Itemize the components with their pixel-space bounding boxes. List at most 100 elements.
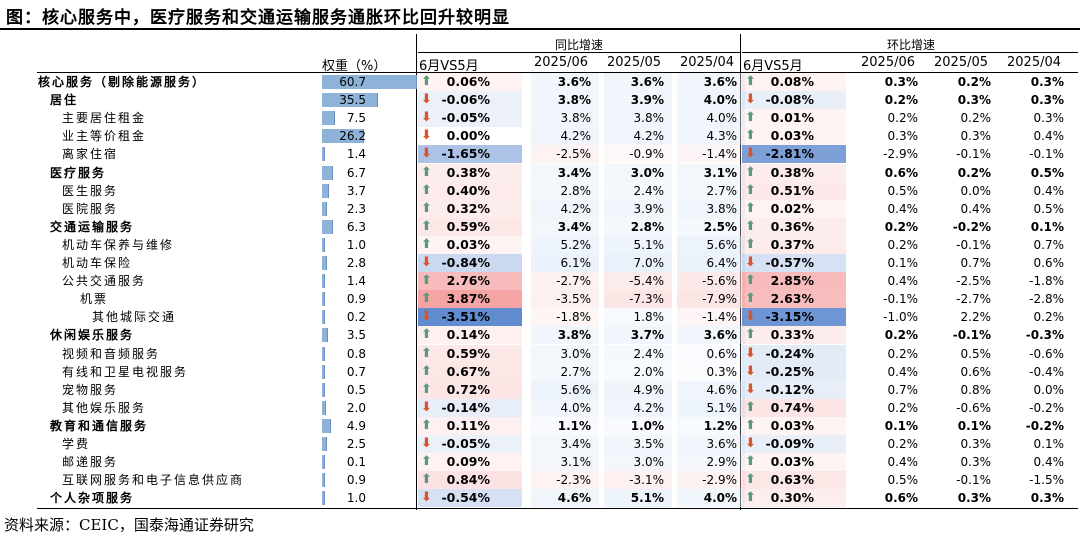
yoy-cell-shade (604, 254, 672, 272)
mom-diff-value: -0.08% (765, 92, 814, 108)
yoy-value: 3.6% (557, 75, 591, 89)
weight-bar (322, 256, 328, 270)
yoy-cell-shade (531, 254, 599, 272)
arrow-down-icon: ⬇ (421, 436, 432, 451)
divider-mom (740, 34, 741, 510)
weight-value: 1.4 (346, 274, 366, 289)
arrow-up-icon: ⬆ (745, 399, 756, 415)
arrow-up-icon: ⬆ (745, 417, 756, 433)
row-label: 医院服务 (62, 201, 119, 216)
yoy-value: 3.1% (560, 455, 592, 470)
table-row: 居住 35.5 ⬇ -0.06% 3.8% 3.9% 4.0% ⬇ -0.08% 0.2% 0.3%… (0, 91, 1080, 110)
yoy-value: 3.0% (630, 165, 664, 180)
yoy-value: 2.7% (560, 364, 592, 379)
yoy-diff-value: 0.06% (446, 74, 490, 89)
mom-diff-value: 0.02% (770, 200, 814, 216)
mom-value: 0.1% (887, 256, 919, 270)
mom-value: -0.1% (952, 328, 991, 343)
mom-value: 0.1% (1030, 219, 1064, 234)
yoy-diff-value: -0.54% (441, 490, 490, 506)
weight-bar (322, 75, 417, 89)
mom-diff-value: -0.24% (765, 345, 814, 361)
yoy-cell-shade (604, 453, 672, 472)
mom-value: -0.3% (1025, 328, 1064, 343)
arrow-down-icon: ⬇ (421, 92, 432, 108)
mom-value: -0.1% (956, 237, 991, 252)
weight-bar (322, 292, 325, 307)
yoy-cell-shade (531, 362, 599, 381)
yoy-diff-value: 0.40% (446, 182, 490, 198)
mom-value: 0.1% (1033, 437, 1065, 451)
yoy-diff-value: 0.67% (446, 363, 490, 379)
mom-diff-value: 0.08% (770, 74, 814, 89)
yoy-diff-value: 0.59% (446, 345, 490, 361)
mom-value: -2.7% (956, 292, 991, 307)
yoy-value: 3.5% (633, 437, 665, 451)
mom-value: -0.1% (1029, 147, 1064, 162)
mom-value: 0.3% (1033, 111, 1065, 126)
arrow-down-icon: ⬇ (421, 255, 432, 270)
yoy-cell-shade (677, 217, 745, 236)
yoy-value: 3.8% (557, 328, 591, 343)
weight-bar (322, 364, 325, 379)
weight-value: 6.7 (346, 165, 366, 180)
mom-value: 0.5% (1030, 165, 1064, 180)
arrow-up-icon: ⬆ (745, 291, 756, 307)
yoy-value: -5.4% (629, 274, 664, 289)
mom-value: 0.3% (957, 93, 991, 108)
yoy-value: 4.0% (560, 400, 592, 415)
yoy-cell-shade (531, 163, 599, 182)
yoy-value: 2.4% (633, 346, 665, 361)
row-label: 邮递服务 (62, 455, 119, 470)
yoy-value: 7.0% (633, 256, 665, 270)
weight-value: 4.9 (346, 418, 366, 433)
yoy-cell-shade (531, 380, 599, 399)
yoy-diff-header: 6月VS5月 (419, 59, 479, 74)
mom-diff-value: -2.81% (765, 146, 814, 162)
table-row: 教育和通信服务 4.9 ⬆ 0.11% 1.1% 1.0% 1.2% ⬆ 0.03% 0.1% 0.… (0, 416, 1080, 435)
yoy-diff-bar (418, 109, 522, 128)
row-label: 学费 (62, 437, 91, 451)
yoy-cell-shade (604, 217, 672, 236)
arrow-up-icon: ⬆ (421, 417, 432, 433)
weight-bar (322, 201, 327, 216)
yoy-value: 0.6% (706, 346, 738, 361)
yoy-cell-shade (531, 109, 599, 128)
mom-diff-value: 2.63% (770, 291, 814, 307)
yoy-diff-bar (418, 145, 522, 164)
yoy-diff-value: -0.05% (441, 436, 490, 451)
mom-value: 0.7% (960, 256, 992, 270)
yoy-diff-value: 0.11% (446, 417, 490, 433)
yoy-value: 2.0% (633, 364, 665, 379)
yoy-diff-bar (418, 380, 522, 399)
weight-bar (322, 129, 364, 144)
mom-diff-bar (742, 326, 846, 345)
arrow-up-icon: ⬆ (421, 472, 432, 488)
mom-diff-bar (742, 453, 846, 472)
yoy-value: 4.0% (703, 93, 737, 108)
arrow-up-icon: ⬆ (421, 273, 432, 289)
yoy-value: 5.6% (706, 237, 738, 252)
mom-value: 0.2% (887, 111, 919, 126)
yoy-value: 3.1% (703, 165, 737, 180)
mom-value: 0.2% (887, 346, 919, 361)
yoy-cell-shade (531, 326, 599, 345)
yoy-value: -1.4% (702, 310, 737, 325)
weight-value: 3.5 (346, 328, 366, 343)
yoy-cell-shade (677, 145, 745, 164)
yoy-cell-shade (531, 416, 599, 435)
weight-bar (322, 328, 329, 343)
yoy-cell-shade (604, 127, 672, 146)
yoy-2025-05-header: 2025/05 (607, 55, 662, 70)
yoy-value: 3.8% (706, 201, 738, 216)
mom-diff-value: 0.36% (770, 218, 814, 234)
yoy-value: -2.9% (702, 473, 737, 488)
yoy-value: 5.1% (630, 491, 664, 506)
yoy-2025-06-header: 2025/06 (534, 55, 589, 70)
row-label: 机动车保养与维修 (62, 237, 175, 252)
yoy-diff-bar (418, 471, 522, 490)
yoy-value: 3.4% (557, 165, 591, 180)
yoy-cell-shade (604, 326, 672, 345)
mom-value: 0.0% (1033, 382, 1065, 397)
yoy-cell-shade (531, 453, 599, 472)
